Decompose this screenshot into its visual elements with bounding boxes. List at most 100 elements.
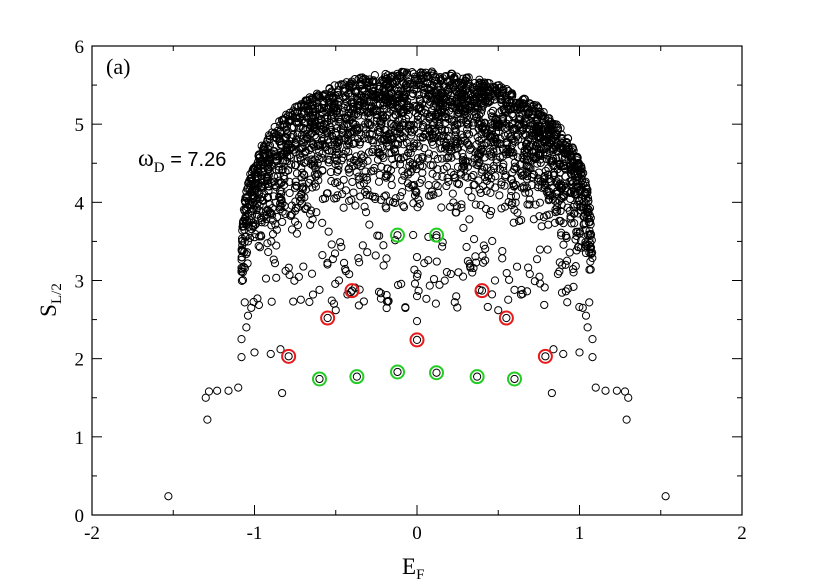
dense-data-point — [534, 174, 543, 183]
dense-data-point — [479, 90, 488, 99]
data-point — [547, 388, 556, 398]
dense-data-point — [424, 90, 434, 99]
sparse-data-point — [540, 283, 549, 292]
sparse-data-point — [568, 264, 578, 274]
dense-data-point — [256, 213, 266, 223]
dense-data-point — [459, 223, 468, 233]
dense-data-point — [291, 177, 300, 186]
dense-data-point — [414, 78, 424, 87]
dense-data-point — [289, 123, 298, 132]
data-point — [201, 393, 210, 402]
sparse-data-point — [432, 257, 441, 266]
dense-data-point — [435, 72, 445, 82]
dense-data-point — [534, 145, 543, 154]
dense-data-point — [449, 116, 458, 126]
data-point — [549, 345, 558, 354]
dense-data-point — [570, 209, 579, 218]
dense-data-point — [297, 189, 306, 198]
sparse-data-point — [504, 295, 513, 304]
dense-data-point — [369, 104, 379, 113]
data-point — [432, 368, 441, 377]
dense-data-point — [257, 218, 266, 227]
data-point — [661, 492, 670, 501]
dense-data-point — [382, 79, 391, 89]
dense-data-point — [493, 81, 502, 90]
dense-data-point — [370, 192, 380, 201]
dense-data-point — [518, 99, 528, 108]
dense-data-point — [486, 119, 496, 128]
dense-data-point — [369, 124, 378, 133]
dense-data-point — [560, 154, 569, 164]
dense-data-point — [296, 153, 305, 162]
dense-data-point — [318, 154, 327, 163]
dense-data-point — [257, 141, 266, 150]
sparse-data-point — [267, 297, 276, 306]
dense-data-point — [465, 215, 474, 224]
dense-data-point — [248, 165, 257, 174]
dense-data-point — [425, 126, 434, 135]
dense-data-point — [439, 131, 448, 140]
dense-data-point — [378, 114, 387, 123]
dense-data-point — [526, 164, 535, 173]
dense-data-point — [553, 207, 562, 216]
dense-data-point — [434, 82, 443, 92]
dense-data-point — [349, 110, 359, 119]
dense-data-point — [308, 95, 317, 104]
sparse-data-point — [575, 302, 584, 312]
dense-data-point — [431, 180, 440, 189]
dense-data-point — [282, 125, 291, 134]
data-point — [242, 323, 251, 332]
dense-data-point — [240, 214, 250, 224]
data-point — [477, 286, 487, 295]
dense-data-point — [381, 191, 390, 200]
dense-data-point — [344, 147, 353, 156]
highlight-green-ring — [349, 369, 365, 385]
dense-data-point — [340, 100, 350, 109]
dense-data-point — [237, 236, 247, 246]
y-tick-label: 4 — [75, 193, 85, 214]
dense-data-point — [269, 172, 279, 181]
data-point — [624, 393, 633, 402]
data-point — [612, 386, 621, 395]
dense-data-point — [434, 98, 443, 107]
dense-data-point — [356, 192, 365, 201]
dense-data-point — [237, 255, 246, 264]
dense-data-point — [358, 75, 367, 85]
dense-data-point — [433, 165, 442, 174]
dense-data-point — [577, 176, 587, 185]
dense-data-point — [460, 104, 470, 113]
sparse-data-point — [440, 276, 449, 285]
dense-data-point — [406, 167, 415, 177]
dense-data-point — [276, 137, 285, 146]
dense-data-point — [462, 73, 471, 82]
dense-data-point — [265, 200, 274, 209]
sparse-data-point — [504, 275, 514, 284]
y-tick-label: 5 — [75, 115, 85, 136]
dense-data-point — [565, 248, 574, 257]
dense-data-point — [542, 154, 551, 164]
data-point — [412, 317, 422, 326]
data-point — [276, 345, 285, 354]
dense-data-point — [533, 139, 542, 148]
dense-data-point — [510, 162, 520, 171]
dense-data-point — [330, 194, 339, 203]
dense-data-point — [378, 93, 388, 102]
dense-data-point — [413, 203, 422, 212]
sparse-data-point — [561, 260, 570, 269]
dense-data-point — [406, 126, 415, 135]
sparse-data-point — [336, 238, 345, 247]
dense-data-point — [501, 131, 510, 141]
dense-data-point — [348, 177, 357, 187]
dense-data-point — [343, 98, 352, 107]
dense-data-point — [553, 165, 562, 174]
y-axis-label: SL/2 — [36, 283, 65, 317]
y-axis-label-main: S — [36, 304, 61, 317]
dense-data-point — [387, 72, 396, 81]
dense-data-point — [379, 87, 389, 96]
dense-data-point — [505, 96, 514, 105]
highlight-red-ring — [320, 310, 336, 326]
data-point — [591, 383, 600, 392]
dense-data-point — [572, 154, 581, 163]
dense-data-point — [511, 192, 521, 201]
dense-data-point — [458, 74, 468, 83]
